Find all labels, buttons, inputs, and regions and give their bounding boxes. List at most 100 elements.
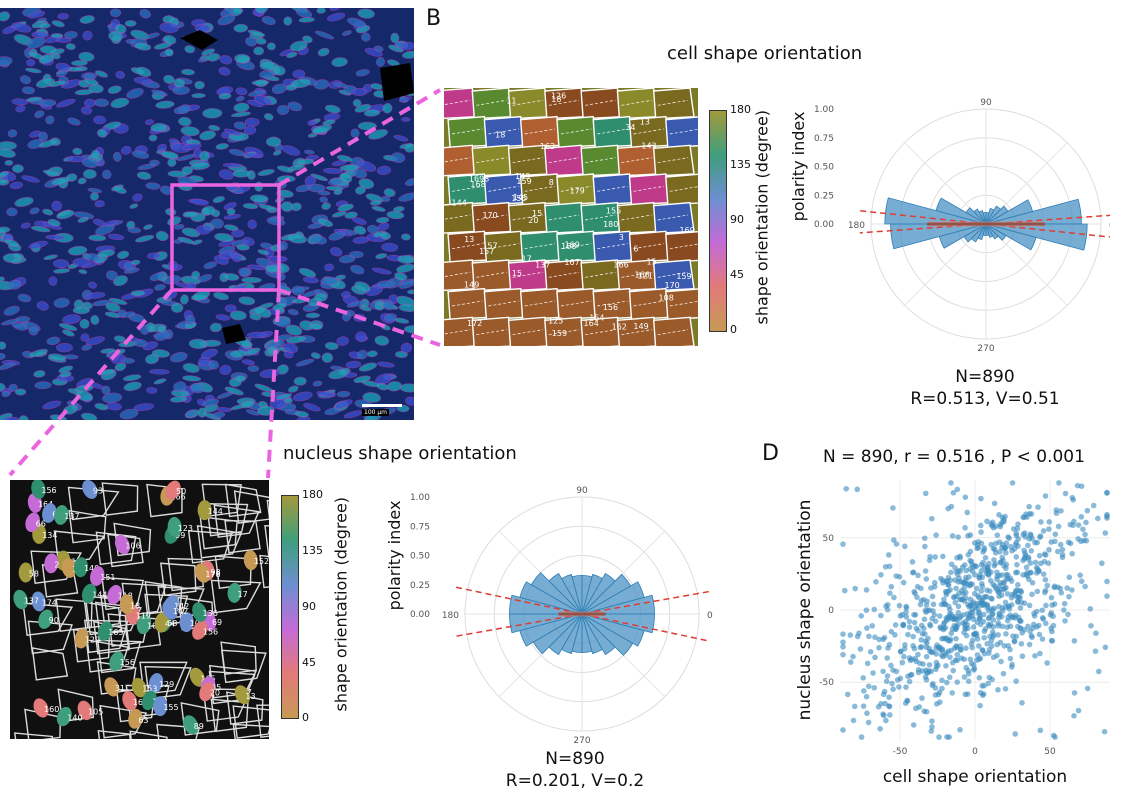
nucleus [107,584,122,605]
polar-r-tick: 1.00 [814,105,834,115]
scatter-point [978,495,984,502]
micrograph-cell [85,336,105,346]
scatter-point [945,616,952,622]
scatter-point [878,612,884,619]
scatter-point [997,559,1004,566]
scatter-point [890,537,897,543]
micrograph-cell [4,239,20,248]
cell-segment [628,173,671,206]
cell-axis-line [621,214,652,221]
micrograph-cell [394,317,409,324]
colorbar-tick: 45 [302,656,316,669]
nucleus [197,500,212,521]
micrograph-cell [122,374,142,382]
scatter-point [1015,623,1021,630]
scatter-point [1037,650,1043,657]
scatter-point [991,605,997,612]
scatter-point [883,717,889,724]
nucleus [122,691,138,711]
scatter-point [985,615,992,622]
nucleus [243,550,258,571]
scatter-point [978,588,985,594]
scatter-point [863,693,870,700]
scatter-point [926,662,933,668]
scatter-point [991,546,998,553]
cell-outline [24,708,62,739]
scatter-point [959,564,966,570]
scatter-point [1003,565,1009,572]
micrograph-cell [47,219,61,227]
scatter-point [933,659,940,666]
micrograph-cell [352,217,367,225]
scatter-point [940,626,947,633]
cell-axis-line [621,99,652,106]
micrograph-cell [9,181,23,190]
scatter-point [908,656,915,662]
micrograph-cell [287,233,307,244]
scatter-point [935,691,942,698]
cell-segment [616,88,659,120]
scatter-point [902,700,909,707]
micrograph-cell [200,348,218,359]
micrograph-cell [346,300,367,308]
scatter-point [954,657,960,664]
cell-id-label: 169 [469,175,484,184]
micrograph-cell [341,30,352,36]
scatter-point [925,635,931,642]
scatter-point [898,648,904,655]
polar-bar [532,613,583,655]
cell-outline [96,639,142,674]
scatter-x-tick: -50 [893,747,908,757]
nucleus-id-label: 161 [133,698,148,707]
scatter-point [850,717,857,724]
cell-stats-text: R=0.513, V=0.51 [910,389,1060,409]
cell-axis-line [548,157,580,164]
scatter-point [1095,515,1101,522]
micrograph-cell [48,276,58,286]
scatter-point [956,590,962,596]
scatter-point [962,524,968,531]
scatter-point [946,603,952,610]
micrograph-cell [382,103,393,114]
micrograph-cell [363,109,380,117]
micrograph-cell [324,263,334,272]
micrograph-cell [107,85,122,94]
micrograph-cell [394,41,404,49]
micrograph-cell [117,309,127,318]
micrograph-cell [132,193,143,202]
micrograph-cell [250,194,269,203]
scatter-point [1080,537,1087,544]
micrograph-cell [123,261,134,271]
nucleus [154,612,169,633]
micrograph-cell [253,46,264,56]
micrograph-cell [107,233,125,241]
scatter-point [962,494,969,500]
scatter-point [958,596,965,603]
scatter-point [997,521,1004,528]
scatter-point [947,586,953,593]
micrograph-cell [321,352,333,363]
cell-axis-line [657,329,689,336]
micrograph-cell [163,35,177,45]
cell-axis-line [444,329,471,335]
cell-axis-line [488,128,519,135]
polar-bar [985,207,995,225]
micrograph-cell [157,325,167,333]
scatter-point [989,596,995,602]
micrograph-cell [276,393,292,401]
scatter-point [1102,644,1109,651]
micrograph-cell [386,210,405,220]
cell-id-label: 149 [464,281,479,290]
micrograph-cell [374,335,390,346]
cell-axis-line [512,99,543,106]
nucleus-stats-text: R=0.201, V=0.2 [505,771,645,791]
micrograph-cell [119,408,139,420]
colorbar-tick: 45 [730,268,744,281]
scatter-point [1049,602,1056,608]
micrograph-cell [184,45,196,54]
cell-id-label: 13 [464,235,474,244]
micrograph-cell [255,37,267,45]
micrograph-cell [355,69,370,77]
scatter-point [927,553,933,560]
scatter-point [916,704,923,710]
